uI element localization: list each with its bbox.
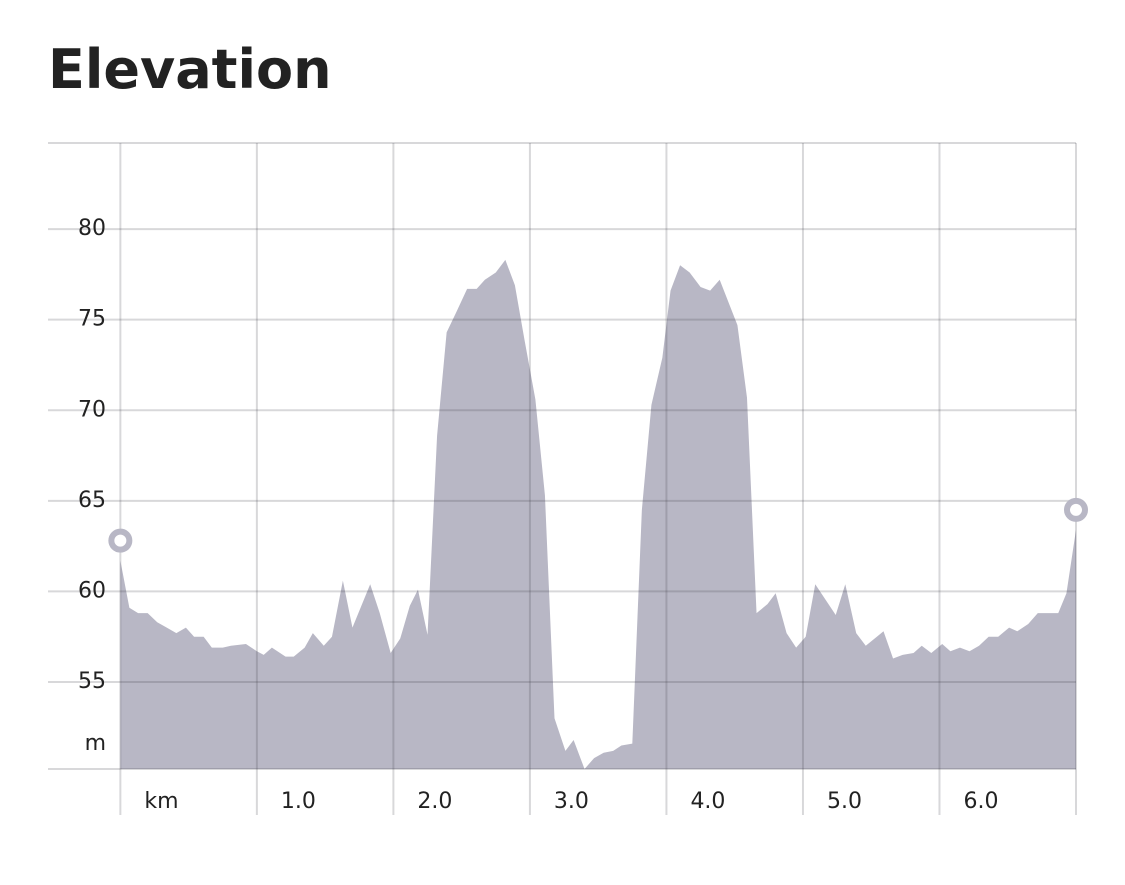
y-tick-label: 70: [78, 397, 106, 422]
y-tick-label: 60: [78, 578, 106, 603]
x-tick-label: 2.0: [417, 789, 452, 814]
y-unit-label: m: [85, 731, 106, 756]
x-tick-label: 4.0: [690, 789, 725, 814]
x-tick-label: km: [144, 789, 178, 814]
elevation-area: [120, 259, 1077, 769]
y-tick-label: 75: [78, 307, 106, 332]
y-tick-label: 65: [78, 488, 106, 513]
start-marker: [108, 528, 133, 553]
end-marker: [1064, 497, 1088, 522]
y-tick-label: 55: [78, 669, 106, 694]
x-tick-label: 6.0: [963, 789, 998, 814]
chart-title: Elevation: [48, 38, 332, 101]
x-tick-label: 1.0: [281, 789, 316, 814]
x-tick-label: 3.0: [554, 789, 589, 814]
y-tick-label: 80: [78, 216, 106, 241]
x-tick-label: 5.0: [827, 789, 862, 814]
